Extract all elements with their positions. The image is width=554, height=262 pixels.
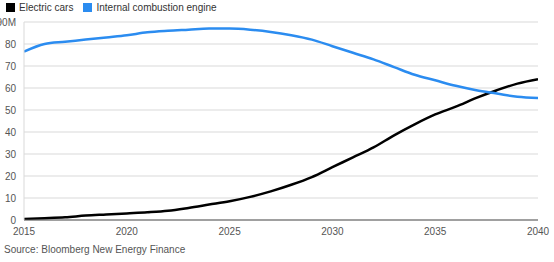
svg-text:20: 20 (8, 171, 16, 182)
svg-text:2030: 2030 (321, 226, 344, 237)
svg-text:0: 0 (10, 215, 16, 226)
svg-text:2020: 2020 (116, 226, 139, 237)
svg-text:2035: 2035 (424, 226, 447, 237)
svg-text:2015: 2015 (13, 226, 36, 237)
svg-text:90M: 90M (8, 17, 16, 28)
svg-text:2040: 2040 (527, 226, 546, 237)
svg-text:80: 80 (8, 39, 16, 50)
svg-text:2025: 2025 (218, 226, 241, 237)
svg-text:10: 10 (8, 193, 16, 204)
svg-text:50: 50 (8, 105, 16, 116)
html-text:Internal combustion engine: Internal combustion engine (96, 2, 217, 13)
svg-text:60: 60 (8, 83, 16, 94)
html-text:Electric cars: Electric cars (19, 2, 74, 13)
svg-text:70: 70 (8, 61, 16, 72)
html-text:Source: Bloomberg New Energy F: Source: Bloomberg New Energy Finance (4, 244, 186, 255)
svg-text:40: 40 (8, 127, 16, 138)
svg-text:30: 30 (8, 149, 16, 160)
